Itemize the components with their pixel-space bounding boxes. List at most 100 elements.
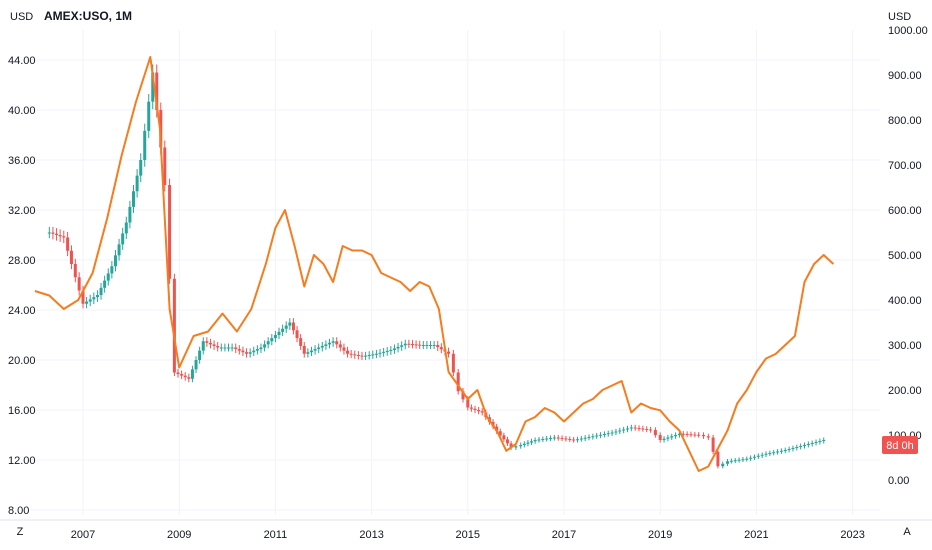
candle-body xyxy=(806,444,810,445)
candle-body xyxy=(208,342,212,345)
candle-body xyxy=(400,345,404,347)
right-tick-label: 900.00 xyxy=(888,70,922,82)
candle-body xyxy=(237,349,241,351)
candle-body xyxy=(822,440,826,441)
candle-body xyxy=(461,391,465,400)
candle-body xyxy=(681,433,685,435)
candle-body xyxy=(51,232,55,234)
candle-body xyxy=(360,355,364,357)
candle-body xyxy=(498,431,502,436)
candle-body xyxy=(418,344,422,346)
candle-body xyxy=(572,439,576,441)
candle-body xyxy=(456,372,460,392)
candle-body xyxy=(151,72,155,102)
candle-body xyxy=(263,344,267,348)
candle-body xyxy=(473,408,477,410)
left-tick-label: 12.00 xyxy=(8,455,36,467)
candle-body xyxy=(674,435,678,437)
candle-body xyxy=(779,450,783,452)
candle-body xyxy=(392,348,396,350)
candle-body xyxy=(403,343,407,346)
candle-body xyxy=(625,428,629,430)
candle-body xyxy=(685,434,689,435)
candle-body xyxy=(502,435,506,440)
candle-body xyxy=(194,360,198,370)
candle-body xyxy=(110,266,114,274)
candle-body xyxy=(227,347,231,349)
candle-body xyxy=(721,463,725,467)
candle-body xyxy=(701,435,705,437)
candle-body xyxy=(729,460,733,462)
candle-body xyxy=(595,435,599,437)
right-tick-label: 600.00 xyxy=(888,205,922,217)
candle-body xyxy=(255,349,259,351)
candle-body xyxy=(155,72,159,110)
candle-body xyxy=(641,428,645,430)
x-tick-label: 2015 xyxy=(456,529,480,541)
candle-body xyxy=(814,442,818,443)
candle-body xyxy=(95,295,99,298)
candle-body xyxy=(201,341,205,351)
candle-body xyxy=(711,437,715,452)
candle-body xyxy=(526,442,530,444)
candle-body xyxy=(629,427,633,429)
candle-body xyxy=(662,438,666,440)
candle-body xyxy=(328,342,332,345)
right-tick-label: 1000.00 xyxy=(888,25,928,37)
candle-body xyxy=(447,351,451,354)
left-tick-label: 20.00 xyxy=(8,355,36,367)
candle-body xyxy=(670,436,674,438)
candle-body xyxy=(439,347,443,350)
grid xyxy=(0,30,932,521)
scale-mode-left-label[interactable]: Z xyxy=(17,526,24,538)
candle-body xyxy=(389,350,393,351)
candle-body xyxy=(324,344,328,346)
candle-body xyxy=(273,335,277,339)
candle-body xyxy=(653,430,657,435)
candle-body xyxy=(299,338,303,346)
left-tick-label: 36.00 xyxy=(8,155,36,167)
candle-body xyxy=(803,445,806,446)
candle-body xyxy=(288,322,292,326)
candle-body xyxy=(143,130,147,160)
candle-body xyxy=(429,345,433,346)
countdown-badge-text: 8d 0h xyxy=(886,440,914,452)
x-axis: 2007 2009 2011 2013 2015 2017 2019 2021 2023 xyxy=(71,529,865,541)
candle-body xyxy=(522,443,526,445)
candle-body xyxy=(756,455,760,457)
candle-body xyxy=(614,431,618,433)
candle-body xyxy=(737,459,741,461)
candle-body xyxy=(378,352,382,354)
candle-body xyxy=(245,352,249,354)
candle-body xyxy=(693,434,697,436)
candle-body xyxy=(103,280,107,288)
right-tick-label: 800.00 xyxy=(888,115,922,127)
candle-body xyxy=(317,347,321,350)
candle-body xyxy=(745,458,749,460)
x-tick-label: 2023 xyxy=(840,529,864,541)
candle-body xyxy=(135,175,139,192)
candle-body xyxy=(768,453,772,454)
candle-body xyxy=(302,345,306,354)
scale-mode-right-label[interactable]: A xyxy=(903,526,911,538)
candle-body xyxy=(514,446,518,448)
candle-body xyxy=(587,437,591,438)
candle-body xyxy=(81,290,85,304)
candle-body xyxy=(88,299,92,302)
scale-mode-button-left[interactable]: Z xyxy=(17,526,24,538)
candle-body xyxy=(77,277,81,291)
candle-body xyxy=(58,235,62,237)
candle-body xyxy=(385,350,389,352)
candle-body xyxy=(772,452,776,454)
candle-body xyxy=(113,255,117,267)
candle-body xyxy=(306,352,310,354)
candle-body xyxy=(410,344,414,346)
candle-body xyxy=(575,439,579,441)
candle-body xyxy=(509,443,513,448)
scale-mode-button-right[interactable]: A xyxy=(903,526,911,538)
candle-body xyxy=(530,441,534,443)
x-tick-label: 2019 xyxy=(648,529,672,541)
x-tick-label: 2017 xyxy=(552,529,576,541)
candle-body xyxy=(752,456,756,458)
candle-body xyxy=(205,341,209,343)
